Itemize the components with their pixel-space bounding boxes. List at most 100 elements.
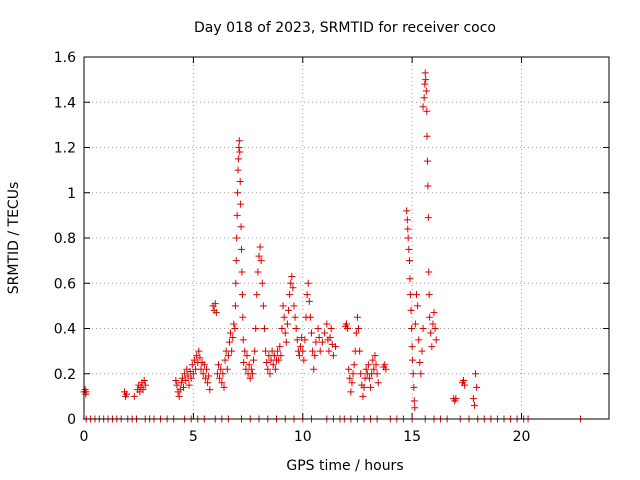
data-point: [421, 69, 429, 77]
data-point: [410, 397, 418, 405]
data-point: [349, 370, 357, 378]
data-point: [423, 107, 431, 115]
data-point: [274, 347, 282, 355]
data-point: [350, 361, 358, 369]
y-tick-label: 0: [67, 412, 76, 428]
data-point: [278, 325, 286, 332]
data-point: [140, 377, 148, 385]
data-point: [264, 365, 272, 373]
data-point: [410, 383, 418, 391]
data-point: [248, 370, 256, 378]
data-point: [199, 370, 207, 378]
data-point: [295, 352, 303, 360]
data-point: [237, 223, 245, 231]
data-point: [405, 245, 413, 253]
data-point: [346, 374, 354, 382]
data-point: [308, 329, 315, 337]
data-point: [431, 325, 439, 332]
data-point: [327, 325, 335, 332]
data-point: [470, 401, 478, 409]
data-point: [406, 257, 413, 265]
data-point: [419, 103, 427, 111]
data-point: [365, 374, 373, 382]
data-point: [195, 347, 203, 355]
data-point: [220, 383, 228, 391]
data-point: [228, 347, 236, 355]
data-point: [332, 343, 340, 351]
data-point: [473, 383, 481, 391]
data-point: [255, 252, 263, 260]
data-point: [357, 370, 365, 378]
data-point: [292, 325, 300, 332]
data-point: [372, 361, 380, 369]
data-point: [293, 336, 301, 344]
data-point: [404, 234, 412, 242]
data-point: [430, 309, 438, 317]
data-point: [196, 354, 204, 362]
data-point: [297, 343, 305, 351]
data-point: [423, 157, 431, 165]
data-point: [326, 334, 334, 342]
y-tick-label: 0.6: [54, 276, 76, 292]
data-point: [420, 94, 428, 102]
data-point: [258, 279, 266, 287]
data-point: [417, 370, 425, 378]
data-point: [189, 370, 197, 378]
data-point: [344, 325, 352, 332]
data-point: [280, 313, 288, 321]
data-point: [452, 395, 460, 403]
data-point: [306, 313, 314, 321]
data-point: [311, 352, 319, 360]
y-tick-label: 1.6: [54, 50, 76, 66]
data-point: [287, 279, 295, 287]
y-tick-label: 0.2: [54, 367, 76, 383]
data-point: [360, 383, 368, 391]
data-point: [216, 374, 224, 382]
data-point: [315, 334, 323, 342]
data-point: [472, 370, 480, 378]
grid: [84, 57, 609, 419]
data-point: [343, 320, 350, 328]
y-tick-label: 0.4: [54, 322, 76, 338]
data-point: [219, 370, 227, 378]
y-tick-label: 1.2: [54, 141, 76, 157]
data-point: [304, 279, 312, 287]
data-point: [275, 356, 283, 364]
data-point: [251, 347, 259, 355]
data-point: [286, 291, 294, 299]
data-point: [223, 365, 231, 373]
data-point: [291, 313, 299, 321]
data-point: [409, 370, 417, 378]
data-point: [234, 189, 242, 197]
data-point: [185, 381, 193, 389]
data-point: [364, 361, 372, 369]
data-point: [225, 338, 233, 346]
data-point: [217, 365, 225, 373]
data-point: [300, 356, 308, 364]
data-point: [279, 302, 287, 310]
data-point: [263, 358, 271, 366]
data-point: [416, 358, 424, 366]
data-point: [281, 329, 289, 337]
data-point: [403, 216, 411, 224]
data-point: [173, 381, 181, 389]
data-point: [266, 370, 274, 378]
data-point: [299, 347, 307, 355]
data-point: [250, 356, 258, 364]
data-point: [353, 313, 361, 321]
data-point: [234, 155, 242, 163]
data-point: [425, 268, 433, 276]
data-point: [187, 374, 195, 382]
data-point: [180, 383, 188, 391]
data-point: [325, 347, 333, 355]
data-point: [247, 365, 255, 373]
data-point: [303, 291, 311, 299]
data-point: [256, 243, 264, 251]
data-point: [356, 347, 364, 355]
data-point: [240, 358, 248, 366]
data-point: [262, 347, 270, 355]
data-point: [285, 306, 293, 314]
data-point: [318, 338, 326, 346]
data-point: [310, 365, 318, 373]
data-point: [469, 395, 477, 403]
